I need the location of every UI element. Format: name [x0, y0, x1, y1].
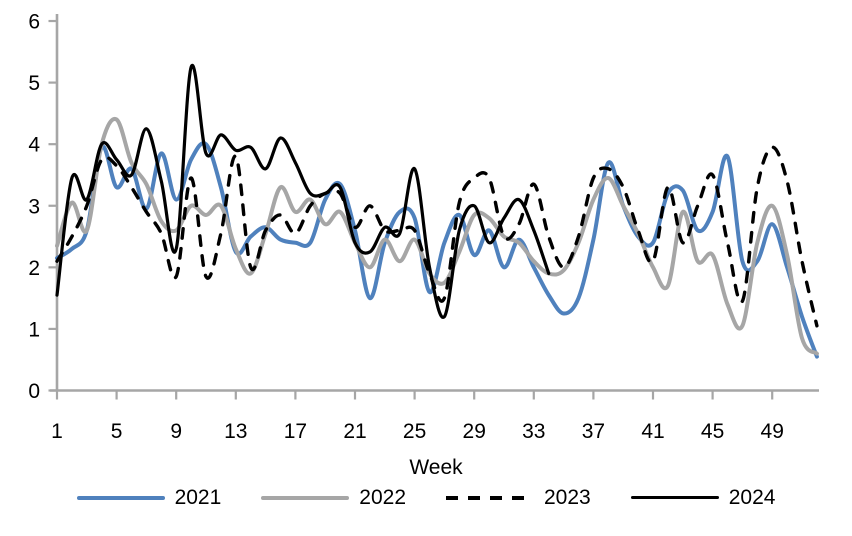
legend-swatch-2022 [261, 495, 350, 500]
x-axis-title: Week [409, 456, 463, 479]
x-tick-label: 1 [51, 420, 63, 443]
x-tick-label: 49 [761, 420, 784, 443]
x-tick-label: 33 [522, 420, 545, 443]
x-tick-label: 37 [582, 420, 605, 443]
x-tick-label: 29 [463, 420, 486, 443]
legend-item-2023: 2023 [446, 487, 591, 508]
x-tick-label: 13 [224, 420, 247, 443]
chart-legend: 2021 2022 2023 2024 [0, 487, 852, 508]
legend-swatch-2023 [446, 495, 534, 500]
legend-swatch-2021 [76, 495, 165, 500]
x-tick-label: 9 [170, 420, 182, 443]
y-tick-label: 2 [28, 257, 40, 280]
legend-item-2024: 2024 [630, 486, 776, 509]
legend-item-2022: 2022 [261, 487, 406, 508]
series-line-2023 [55, 145, 819, 328]
y-tick-label: 3 [28, 195, 40, 218]
y-tick-label: 1 [28, 318, 40, 341]
legend-item-2021: 2021 [76, 486, 222, 509]
x-tick-label: 21 [343, 420, 366, 443]
series-line-2024 [55, 63, 551, 319]
y-tick-label: 4 [28, 134, 40, 157]
x-tick-label: 45 [701, 420, 724, 443]
legend-label-2021: 2021 [174, 486, 222, 509]
y-tick-label: 5 [28, 72, 40, 95]
x-tick-label: 5 [111, 420, 123, 443]
legend-label-2024: 2024 [728, 486, 776, 509]
series-line-2022 [55, 117, 819, 356]
x-tick-label: 25 [403, 420, 426, 443]
legend-label-2022: 2022 [359, 486, 406, 509]
x-tick-label: 17 [284, 420, 307, 443]
x-tick-label: 41 [641, 420, 664, 443]
legend-swatch-2024 [630, 495, 719, 500]
legend-label-2023: 2023 [544, 486, 591, 509]
y-tick-label: 0 [28, 380, 40, 403]
y-tick-label: 6 [28, 11, 40, 34]
series-line-2021 [55, 141, 819, 359]
